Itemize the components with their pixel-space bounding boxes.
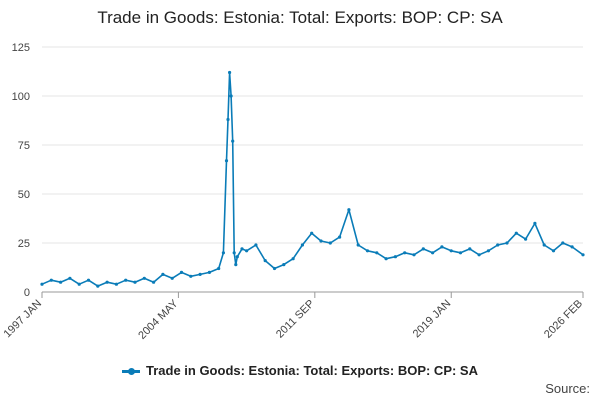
data-point[interactable] <box>133 280 137 284</box>
data-point[interactable] <box>393 255 397 259</box>
data-point[interactable] <box>240 247 244 251</box>
data-point[interactable] <box>224 159 229 163</box>
data-point[interactable] <box>486 249 490 253</box>
data-point[interactable] <box>229 94 233 98</box>
data-point[interactable] <box>514 231 518 235</box>
y-gridlines <box>42 46 583 244</box>
data-point[interactable] <box>232 251 236 255</box>
data-point[interactable] <box>40 282 44 286</box>
data-point[interactable] <box>49 278 53 282</box>
data-point[interactable] <box>338 235 342 239</box>
data-point[interactable] <box>524 237 528 241</box>
data-point[interactable] <box>458 251 463 255</box>
data-point[interactable] <box>124 278 128 282</box>
data-point[interactable] <box>581 253 585 257</box>
data-point[interactable] <box>440 245 444 249</box>
x-tick-label: 2004 MAY <box>136 297 181 342</box>
data-point[interactable] <box>152 280 156 284</box>
data-point[interactable] <box>551 249 556 253</box>
data-point[interactable] <box>105 280 109 284</box>
data-point[interactable] <box>179 270 184 274</box>
data-point[interactable] <box>365 249 370 253</box>
y-tick-label: 125 <box>12 42 30 54</box>
legend[interactable]: Trade in Goods: Estonia: Total: Exports:… <box>0 363 600 378</box>
data-point[interactable] <box>170 276 174 280</box>
data-point[interactable] <box>272 266 277 271</box>
data-point[interactable] <box>282 263 286 267</box>
data-point[interactable] <box>319 239 323 243</box>
data-point[interactable] <box>291 257 295 261</box>
data-point[interactable] <box>207 270 211 274</box>
data-point[interactable] <box>375 251 379 255</box>
data-point[interactable] <box>86 278 91 282</box>
data-point[interactable] <box>496 243 500 247</box>
data-point[interactable] <box>221 251 225 255</box>
data-point[interactable] <box>468 247 472 251</box>
data-point[interactable] <box>231 139 235 143</box>
data-point[interactable] <box>96 284 100 288</box>
legend-swatch <box>121 368 140 376</box>
source-label: Source: <box>545 381 590 396</box>
data-point[interactable] <box>161 272 165 276</box>
y-axis-ticks: 0 25 50 75 100 125 <box>12 42 30 299</box>
y-tick-label: 50 <box>18 189 30 201</box>
x-tick-label: 1997 JAN <box>1 298 44 341</box>
x-tick-label: 2026 FEB <box>542 298 585 341</box>
data-point[interactable] <box>477 253 481 257</box>
data-point[interactable] <box>412 253 416 257</box>
x-axis-ticks: 1997 JAN 2004 MAY 2011 SEP 2019 JAN 2026 FEB <box>1 292 585 342</box>
data-point[interactable] <box>59 280 63 284</box>
data-point[interactable] <box>431 251 435 255</box>
data-point[interactable] <box>505 241 509 245</box>
data-point[interactable] <box>234 263 238 267</box>
data-point[interactable] <box>142 276 146 280</box>
data-point[interactable] <box>68 276 72 280</box>
x-tick-label: 2011 SEP <box>274 298 317 341</box>
y-tick-label: 75 <box>18 140 30 152</box>
data-point[interactable] <box>328 241 332 245</box>
data-point[interactable] <box>217 266 221 271</box>
data-point[interactable] <box>421 247 425 251</box>
y-tick-label: 0 <box>24 287 30 299</box>
data-point[interactable] <box>300 243 304 247</box>
data-point[interactable] <box>561 241 565 245</box>
y-tick-label: 100 <box>12 91 30 103</box>
y-tick-label: 25 <box>18 238 30 250</box>
data-point[interactable] <box>570 245 574 249</box>
data-point[interactable] <box>310 231 314 235</box>
data-point[interactable] <box>533 221 537 225</box>
data-point[interactable] <box>114 282 118 286</box>
data-point[interactable] <box>263 259 267 263</box>
chart-title: Trade in Goods: Estonia: Total: Exports:… <box>97 8 503 27</box>
data-point[interactable] <box>235 255 239 259</box>
data-point[interactable] <box>403 251 407 255</box>
series-line <box>41 71 584 287</box>
x-tick-label: 2019 JAN <box>411 298 454 341</box>
data-point[interactable] <box>254 243 258 247</box>
legend-label: Trade in Goods: Estonia: Total: Exports:… <box>145 363 478 378</box>
data-point[interactable] <box>542 243 546 247</box>
data-point[interactable] <box>77 282 81 286</box>
data-point[interactable] <box>228 70 232 75</box>
data-point[interactable] <box>226 117 230 122</box>
data-point[interactable] <box>198 272 202 276</box>
data-point[interactable] <box>384 257 388 261</box>
series-points <box>40 70 585 288</box>
data-point[interactable] <box>449 249 453 253</box>
data-point[interactable] <box>347 208 351 212</box>
data-point[interactable] <box>356 243 360 247</box>
data-point[interactable] <box>189 274 193 278</box>
data-point[interactable] <box>245 249 249 253</box>
